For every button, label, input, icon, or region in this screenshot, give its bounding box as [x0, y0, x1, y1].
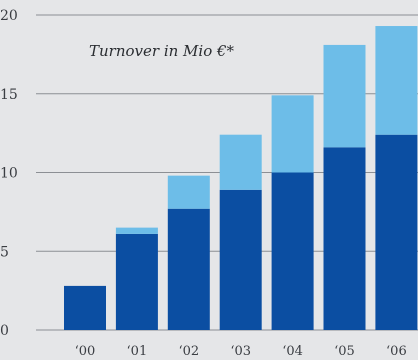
y-tick-label: 20: [0, 8, 18, 24]
x-tick-label: ‘06: [386, 344, 407, 359]
x-tick-label: ‘03: [230, 344, 251, 359]
y-tick-label: 10: [0, 166, 18, 182]
y-tick-label: 0: [0, 323, 9, 339]
bar-segment-base: [167, 208, 210, 330]
bar-segment-base: [219, 189, 262, 330]
x-tick-label: ‘01: [127, 344, 148, 359]
x-tick-label: ‘00: [75, 344, 96, 359]
bar-segment-top: [219, 134, 262, 190]
bar-segment-base: [375, 134, 418, 330]
bar-segment-top: [115, 227, 158, 234]
bar-segment-top: [323, 44, 366, 148]
bar-segment-top: [375, 26, 418, 135]
x-tick-label: ‘05: [334, 344, 355, 359]
bar-segment-base: [271, 172, 314, 330]
bar-segment-base: [115, 233, 158, 330]
bar-segment-base: [64, 285, 106, 330]
y-tick-label: 15: [0, 87, 18, 103]
chart-title: Turnover in Mio €*: [89, 42, 235, 60]
x-tick-label: ‘02: [178, 344, 199, 359]
bar-segment-base: [323, 147, 366, 330]
y-tick-label: 5: [0, 244, 9, 260]
bar-segment-top: [271, 95, 314, 173]
x-tick-label: ‘04: [282, 344, 303, 359]
bar-segment-top: [167, 175, 210, 209]
